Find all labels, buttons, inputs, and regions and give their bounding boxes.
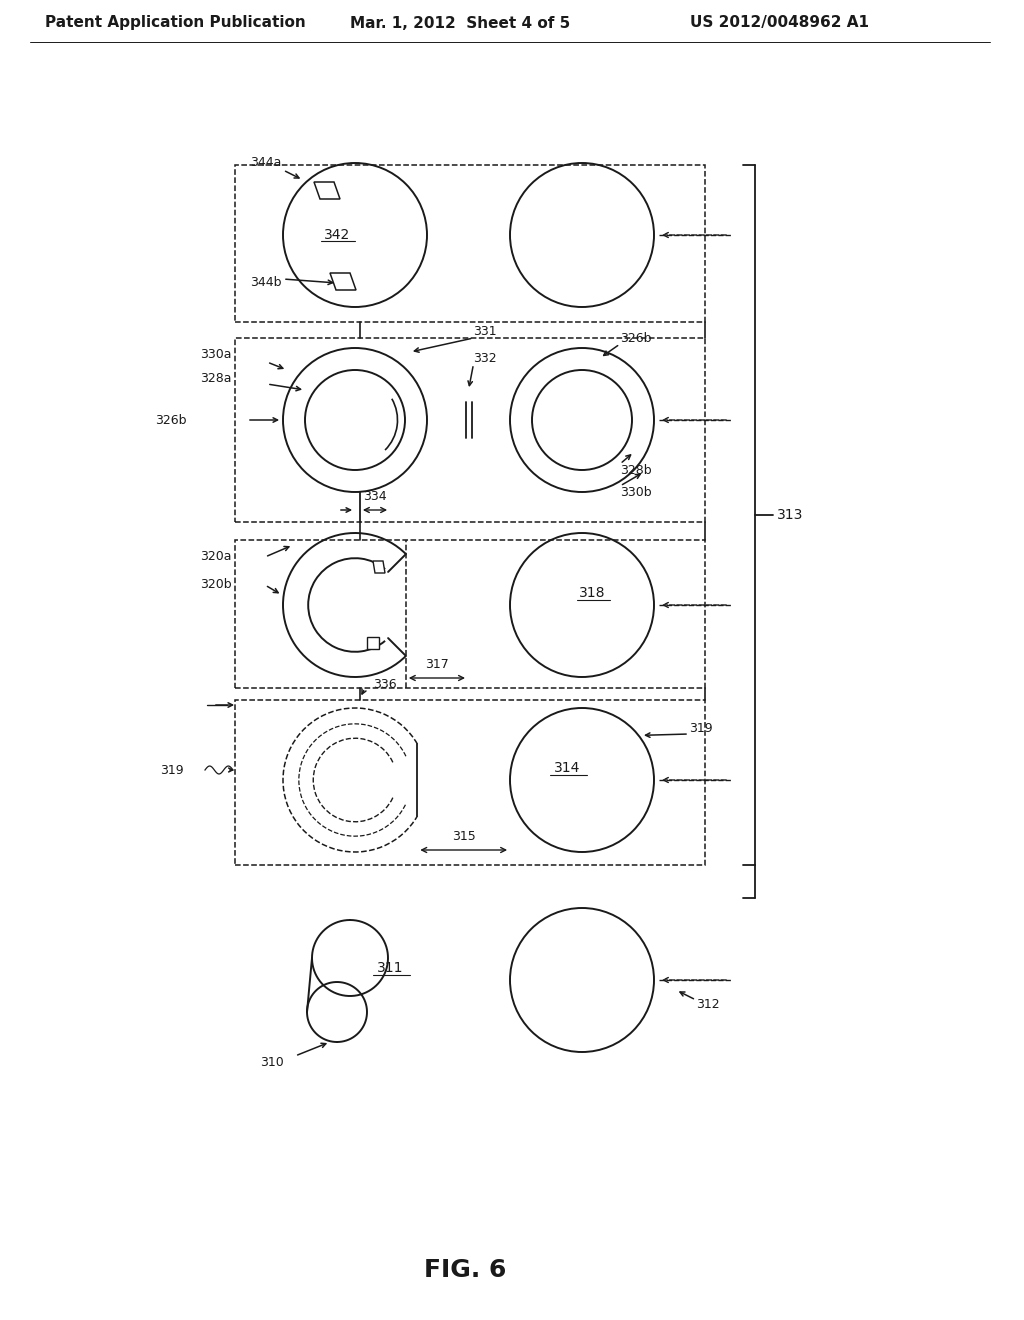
Text: 312: 312 — [696, 998, 720, 1011]
Text: 317: 317 — [425, 657, 449, 671]
Polygon shape — [367, 638, 379, 649]
Text: 319: 319 — [160, 763, 183, 776]
Text: 326b: 326b — [155, 413, 186, 426]
Text: 310: 310 — [260, 1056, 284, 1068]
Text: 344a: 344a — [250, 157, 282, 169]
Text: 332: 332 — [473, 351, 497, 364]
Text: 328a: 328a — [200, 371, 231, 384]
Text: 326b: 326b — [620, 331, 651, 345]
Text: 344b: 344b — [250, 276, 282, 289]
Text: 319: 319 — [689, 722, 713, 734]
Text: 328b: 328b — [620, 463, 651, 477]
Text: 336: 336 — [373, 678, 397, 692]
Text: 315: 315 — [452, 830, 475, 843]
Bar — [234, 165, 705, 322]
Text: 318: 318 — [579, 586, 605, 601]
Text: 331: 331 — [473, 326, 497, 338]
Bar — [234, 700, 705, 865]
Text: 320a: 320a — [200, 550, 231, 564]
Text: 313: 313 — [777, 508, 804, 521]
Text: FIG. 6: FIG. 6 — [424, 1258, 506, 1282]
Text: 342: 342 — [324, 228, 350, 242]
Polygon shape — [373, 561, 385, 573]
Text: 330b: 330b — [620, 486, 651, 499]
Polygon shape — [330, 273, 356, 290]
Text: 320b: 320b — [200, 578, 231, 591]
Bar — [234, 540, 705, 688]
Polygon shape — [314, 182, 340, 199]
Text: Patent Application Publication: Patent Application Publication — [45, 16, 306, 30]
Text: Mar. 1, 2012  Sheet 4 of 5: Mar. 1, 2012 Sheet 4 of 5 — [350, 16, 570, 30]
Text: 311: 311 — [377, 961, 403, 975]
Text: 334: 334 — [364, 490, 387, 503]
Text: 314: 314 — [554, 762, 581, 775]
Bar — [234, 338, 705, 521]
Text: 330a: 330a — [200, 348, 231, 362]
Text: US 2012/0048962 A1: US 2012/0048962 A1 — [690, 16, 869, 30]
